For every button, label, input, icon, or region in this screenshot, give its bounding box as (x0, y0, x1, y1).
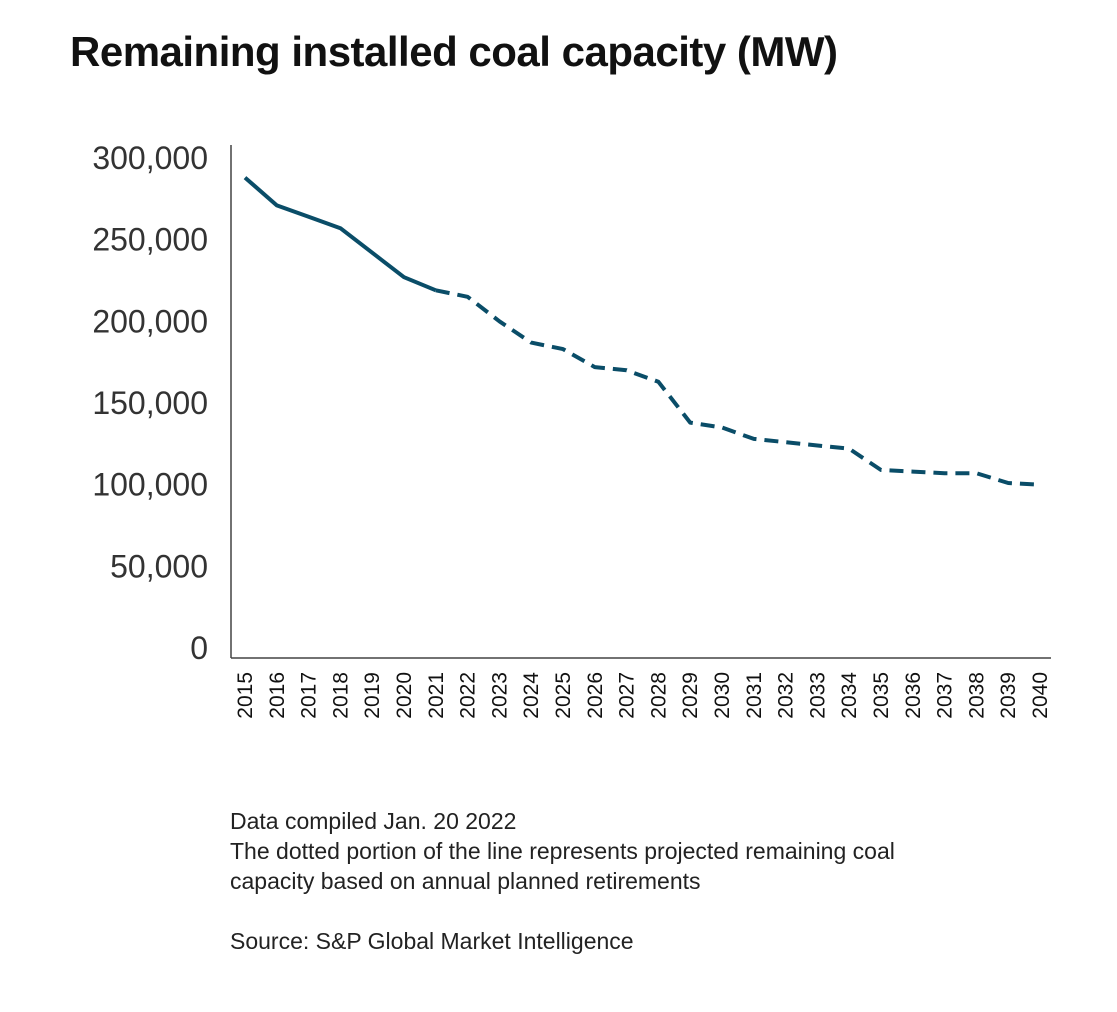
data-point (434, 288, 438, 292)
x-tick-label: 2029 (679, 672, 702, 719)
series-line-projected (435, 288, 1041, 487)
x-axis-ticks: 2015 2016 2017 2018 2019 2020 2021 2022 2023 2024… (234, 672, 1052, 719)
y-tick-label: 250,000 (92, 222, 208, 258)
data-point (943, 471, 947, 475)
x-tick-label: 2020 (393, 672, 416, 719)
x-tick-label: 2022 (457, 672, 480, 719)
source-note: Source: S&P Global Market Intelligence (230, 928, 634, 954)
x-tick-label: 2030 (711, 672, 734, 719)
x-tick-label: 2021 (425, 672, 448, 719)
data-point (625, 368, 629, 372)
data-point (911, 470, 915, 474)
data-point (497, 319, 501, 323)
x-tick-label: 2015 (234, 672, 257, 719)
x-tick-label: 2039 (997, 672, 1020, 719)
x-tick-label: 2036 (902, 672, 925, 719)
y-tick-label: 150,000 (92, 385, 208, 421)
data-point (1006, 481, 1010, 485)
data-point (815, 443, 819, 447)
x-tick-label: 2035 (870, 672, 893, 719)
chart-title: Remaining installed coal capacity (MW) (70, 28, 838, 75)
data-point (593, 365, 597, 369)
line-chart: 0 50,000 100,000 150,000 200,000 250,000 300,0… (92, 140, 1052, 719)
y-tick-label: 50,000 (110, 548, 208, 584)
data-point (688, 421, 692, 425)
x-tick-label: 2024 (520, 672, 543, 719)
x-tick-label: 2031 (743, 672, 766, 719)
data-point (847, 447, 851, 451)
x-tick-label: 2034 (838, 672, 861, 719)
dotted-line-note-line2: capacity based on annual planned retirem… (230, 868, 701, 894)
x-tick-label: 2026 (584, 672, 607, 719)
y-tick-label: 300,000 (92, 140, 208, 176)
dotted-line-note-line1: The dotted portion of the line represent… (230, 838, 895, 864)
data-point (275, 203, 279, 207)
chart-notes: Data compiled Jan. 20 2022 The dotted po… (230, 806, 1010, 956)
x-tick-label: 2032 (775, 672, 798, 719)
data-point (784, 440, 788, 444)
data-point (243, 176, 247, 180)
x-tick-label: 2023 (488, 672, 511, 719)
x-tick-label: 2038 (965, 672, 988, 719)
data-point (561, 347, 565, 351)
x-tick-label: 2028 (647, 672, 670, 719)
data-point (402, 275, 406, 279)
x-tick-label: 2017 (298, 672, 321, 719)
series-line-historical (243, 176, 437, 293)
y-tick-label: 100,000 (92, 467, 208, 503)
data-point (720, 426, 724, 430)
data-point (1038, 483, 1042, 487)
data-point (466, 295, 470, 299)
data-point (752, 437, 756, 441)
y-tick-label: 200,000 (92, 303, 208, 339)
y-tick-label: 0 (190, 630, 208, 666)
data-point (656, 380, 660, 384)
data-compiled-note: Data compiled Jan. 20 2022 (230, 808, 517, 834)
x-tick-label: 2037 (934, 672, 957, 719)
x-tick-label: 2018 (329, 672, 352, 719)
x-tick-label: 2040 (1029, 672, 1052, 719)
x-tick-label: 2033 (806, 672, 829, 719)
x-tick-label: 2019 (361, 672, 384, 719)
x-tick-label: 2016 (266, 672, 289, 719)
data-point (370, 251, 374, 255)
data-point (879, 468, 883, 472)
y-axis-ticks: 0 50,000 100,000 150,000 200,000 250,000 300,0… (92, 140, 208, 666)
series-capacity (243, 176, 1042, 487)
x-tick-label: 2025 (552, 672, 575, 719)
data-point (974, 471, 978, 475)
x-tick-label: 2027 (616, 672, 639, 719)
data-point (338, 226, 342, 230)
data-point (307, 215, 311, 219)
data-point (529, 341, 533, 345)
